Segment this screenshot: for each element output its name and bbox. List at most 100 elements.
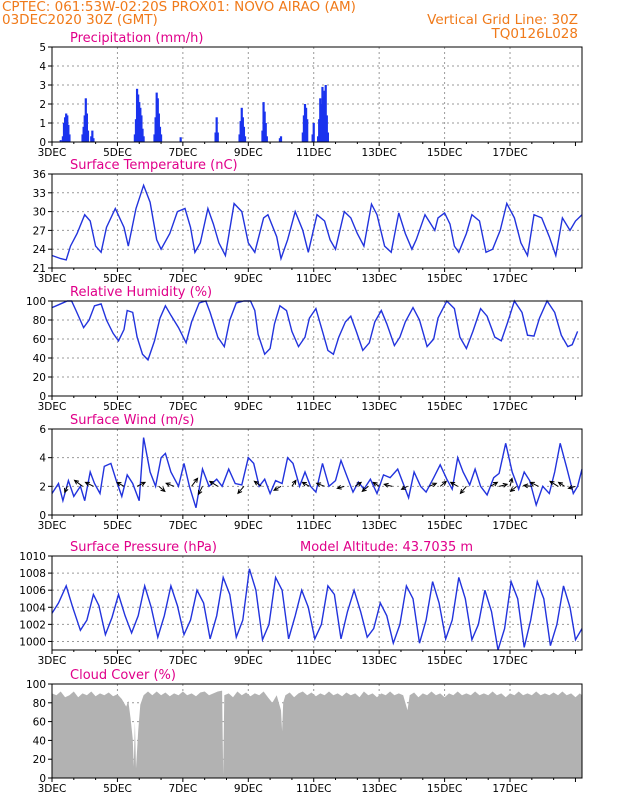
ytick-label-3-0: 0 bbox=[39, 510, 46, 522]
header-location: CPTEC: 061:53W-02:20S PROX01: NOVO AIRAO… bbox=[2, 0, 356, 15]
header-grid-note: Vertical Grid Line: 30Z bbox=[427, 12, 578, 28]
wind-vector-6 bbox=[165, 482, 175, 487]
xtick-label-0-2: 7DEC bbox=[168, 147, 197, 159]
wind-vector-11 bbox=[253, 480, 262, 487]
wind-vector-20 bbox=[383, 482, 393, 488]
precip-bar-6 bbox=[67, 124, 70, 142]
wind-vector-10 bbox=[237, 486, 245, 495]
series-line-4 bbox=[51, 568, 583, 651]
precip-bar-12 bbox=[85, 113, 88, 142]
xtick-label-5-3: 9DEC bbox=[234, 783, 263, 795]
ytick-label-1-30: 30 bbox=[33, 207, 46, 219]
panel-frame-4 bbox=[51, 555, 583, 651]
precip-bar-16 bbox=[92, 138, 95, 142]
xtick-label-5-6: 15DEC bbox=[427, 783, 462, 795]
precip-bar-64 bbox=[324, 85, 327, 142]
precip-bar-0 bbox=[59, 140, 62, 142]
precip-bar-49 bbox=[279, 136, 283, 142]
panel-title-3: Surface Wind (m/s) bbox=[70, 413, 194, 428]
ytick-label-4-1006: 1006 bbox=[19, 585, 46, 597]
ytick-label-4-1004: 1004 bbox=[19, 602, 46, 614]
wind-vector-14 bbox=[301, 481, 310, 487]
ytick-label-4-1002: 1002 bbox=[19, 619, 46, 631]
wind-vector-8 bbox=[197, 486, 203, 496]
xtick-label-3-2: 7DEC bbox=[168, 520, 197, 532]
wind-vector-12 bbox=[273, 485, 282, 491]
wind-vector-29 bbox=[509, 485, 517, 493]
xtick-label-0-7: 17DEC bbox=[492, 147, 527, 159]
xtick-label-2-6: 15DEC bbox=[427, 401, 462, 413]
panel-title-2: Relative Humidity (%) bbox=[70, 285, 212, 300]
ytick-label-4-1000: 1000 bbox=[19, 636, 46, 648]
ytick-label-1-24: 24 bbox=[33, 244, 47, 256]
xtick-label-5-2: 7DEC bbox=[168, 783, 197, 795]
wind-vector-18 bbox=[361, 485, 369, 493]
xtick-label-4-7: 17DEC bbox=[492, 655, 527, 667]
ytick-label-5-60: 60 bbox=[33, 717, 46, 729]
xtick-label-1-7: 17DEC bbox=[492, 273, 527, 285]
wind-vector-26 bbox=[490, 481, 499, 487]
ytick-label-0-1: 1 bbox=[39, 118, 46, 130]
precip-bar-42 bbox=[243, 136, 247, 142]
xtick-label-0-6: 15DEC bbox=[427, 147, 462, 159]
wind-vector-7 bbox=[191, 477, 199, 487]
panel-4: 1000 1002 1004 1006 1008 1010 3DEC 5DEC 7DEC 9DEC… bbox=[19, 540, 583, 667]
ytick-label-2-100: 100 bbox=[26, 296, 46, 308]
xtick-label-2-0: 3DEC bbox=[38, 401, 67, 413]
wind-vector-23 bbox=[439, 480, 448, 487]
xtick-label-4-1: 5DEC bbox=[103, 655, 132, 667]
panel-title-5: Cloud Cover (%) bbox=[70, 668, 176, 683]
panel-title-4: Surface Pressure (hPa) bbox=[70, 540, 217, 555]
panel-frame-1 bbox=[51, 173, 583, 269]
wind-vector-19 bbox=[372, 481, 380, 487]
ytick-label-0-3: 3 bbox=[39, 80, 46, 92]
precip-bar-46 bbox=[264, 123, 267, 142]
wind-vector-24 bbox=[449, 481, 458, 487]
xtick-label-3-4: 11DEC bbox=[296, 520, 331, 532]
xtick-label-1-5: 13DEC bbox=[361, 273, 396, 285]
xtick-label-1-6: 15DEC bbox=[427, 273, 462, 285]
ytick-label-1-27: 27 bbox=[33, 225, 46, 237]
xtick-label-5-5: 13DEC bbox=[361, 783, 396, 795]
xtick-label-3-0: 3DEC bbox=[38, 520, 67, 532]
ytick-label-3-6: 6 bbox=[39, 424, 46, 436]
xtick-label-0-3: 9DEC bbox=[234, 147, 263, 159]
precip-bar-15 bbox=[91, 130, 94, 142]
ytick-label-1-33: 33 bbox=[33, 188, 46, 200]
xtick-label-0-5: 13DEC bbox=[361, 147, 396, 159]
wind-vector-27 bbox=[498, 482, 509, 488]
precip-bar-65 bbox=[325, 115, 328, 142]
header-model-code: TQ0126L028 bbox=[491, 26, 578, 42]
panel-title-1: Surface Temperature (nC) bbox=[70, 158, 238, 173]
xtick-label-5-0: 3DEC bbox=[38, 783, 67, 795]
ytick-label-4-1008: 1008 bbox=[19, 568, 46, 580]
wind-vector-21 bbox=[400, 485, 408, 490]
precip-bar-7 bbox=[68, 134, 71, 142]
wind-vector-1 bbox=[73, 479, 83, 487]
ytick-label-1-21: 21 bbox=[33, 263, 46, 275]
panel-frame-2 bbox=[51, 300, 583, 397]
ytick-label-3-2: 2 bbox=[39, 481, 46, 493]
precip-bar-66 bbox=[326, 132, 330, 142]
xtick-label-2-4: 11DEC bbox=[296, 401, 331, 413]
xtick-label-1-2: 7DEC bbox=[168, 273, 197, 285]
wind-vector-22 bbox=[429, 482, 438, 488]
wind-vector-30 bbox=[522, 483, 532, 489]
ytick-label-0-2: 2 bbox=[39, 99, 46, 111]
xtick-label-0-1: 5DEC bbox=[103, 147, 132, 159]
xtick-label-4-4: 11DEC bbox=[296, 655, 331, 667]
xtick-label-0-0: 3DEC bbox=[38, 147, 67, 159]
xtick-label-1-3: 9DEC bbox=[234, 273, 263, 285]
xtick-label-1-1: 5DEC bbox=[103, 273, 132, 285]
wind-vector-17 bbox=[354, 481, 363, 487]
xtick-label-4-2: 7DEC bbox=[168, 655, 197, 667]
ytick-label-1-36: 36 bbox=[33, 169, 47, 181]
ytick-label-2-80: 80 bbox=[33, 315, 46, 327]
wind-vector-3 bbox=[115, 481, 125, 487]
ytick-label-0-0: 0 bbox=[39, 137, 46, 149]
series-line-1 bbox=[51, 183, 583, 262]
ytick-label-0-5: 5 bbox=[39, 42, 46, 54]
precip-bar-33 bbox=[179, 137, 182, 142]
xtick-label-3-1: 5DEC bbox=[103, 520, 132, 532]
